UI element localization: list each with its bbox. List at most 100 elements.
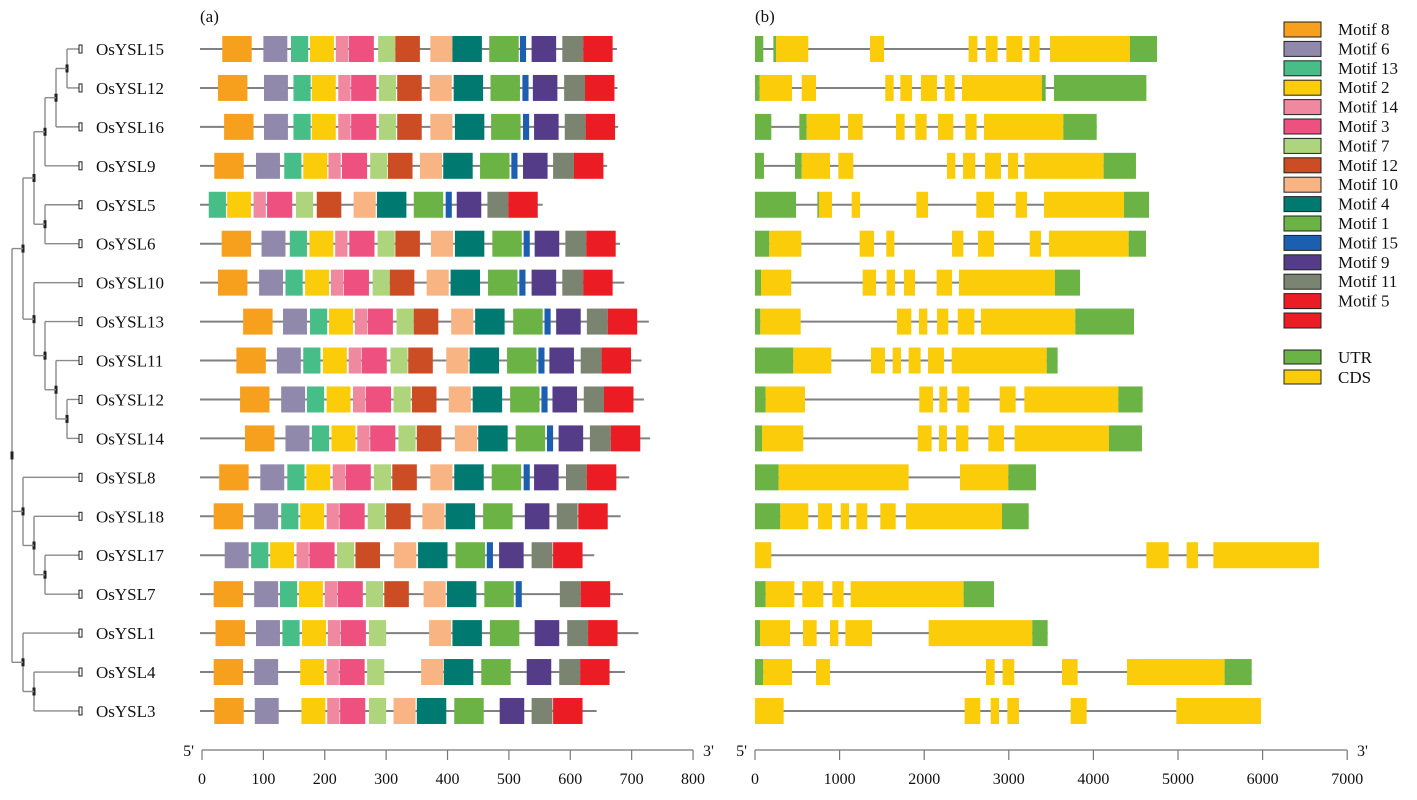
motif-box [215, 620, 245, 647]
cds-box [845, 620, 873, 647]
cds-box [870, 347, 886, 374]
gene-structure-row [755, 581, 994, 608]
motif-box [263, 113, 288, 140]
motif-box [263, 36, 288, 62]
motif-box [329, 308, 353, 335]
motif-box [301, 697, 326, 724]
cds-box [780, 503, 809, 530]
legend-label: UTR [1338, 348, 1373, 367]
cds-box [1007, 152, 1019, 179]
cds-box [850, 581, 964, 608]
motif-box [378, 36, 396, 62]
legend-label: Motif 13 [1338, 59, 1398, 78]
motif-box [386, 503, 411, 530]
motif-box [397, 74, 422, 101]
motif-box [519, 269, 526, 296]
axis-tick-label: 5000 [1162, 771, 1194, 788]
gene-label: OsYSL12 [96, 390, 164, 409]
motif-box [370, 425, 396, 452]
motif-box [610, 425, 641, 452]
motif-box [236, 347, 266, 374]
cds-box [769, 230, 802, 257]
axis-tick-label: 2000 [908, 771, 940, 788]
motif-box [331, 425, 356, 452]
motif-box [303, 347, 321, 374]
cds-box [900, 74, 913, 101]
motif-box [553, 542, 583, 569]
gene-structure-row [755, 74, 1147, 101]
legend-label: Motif 5 [1338, 292, 1389, 311]
motif-box [585, 113, 616, 140]
motif-box [546, 425, 554, 452]
motif-box [565, 464, 587, 491]
gene-structure-row [755, 659, 1252, 686]
motif-box [531, 697, 553, 724]
axis-tick-label: 1000 [824, 771, 856, 788]
motif-box [589, 425, 611, 452]
utr-box [1041, 74, 1046, 101]
axis-tick-label: 7000 [1331, 771, 1363, 788]
motif-box [377, 230, 395, 257]
gene-structure-row [755, 503, 1029, 530]
utr-box [755, 269, 762, 296]
legend-swatch [1283, 21, 1322, 38]
motif-box [394, 542, 417, 569]
motif-box [259, 269, 284, 296]
legend-label: Motif 9 [1338, 253, 1389, 272]
legend-label: Motif 7 [1338, 136, 1390, 155]
motif-box [353, 191, 376, 218]
motif-box [499, 542, 524, 569]
motif-box [549, 347, 574, 374]
motif-box [311, 74, 336, 101]
motif-box [227, 191, 252, 218]
motif-box [337, 542, 355, 569]
motif-box [284, 152, 302, 179]
tree-leaf-marker [78, 83, 83, 93]
tree-leaf-marker [78, 628, 83, 638]
tree-leaf-marker [78, 433, 83, 443]
cds-box [920, 74, 937, 101]
cds-box [886, 269, 896, 296]
motif-box [390, 347, 408, 374]
cds-box [1062, 659, 1078, 686]
motif-row [200, 620, 639, 647]
cds-box [1176, 697, 1261, 724]
three-prime-label: 3' [1357, 743, 1368, 760]
motif-box [559, 659, 581, 686]
motif-row [200, 542, 595, 569]
motif-row [200, 464, 630, 491]
utr-box [963, 581, 994, 608]
motif-box [492, 230, 522, 257]
cds-box [936, 269, 953, 296]
motif-box [475, 308, 505, 335]
motif-box [488, 269, 518, 296]
cds-box [892, 347, 902, 374]
motif-box [352, 386, 366, 413]
motif-box [421, 659, 444, 686]
tree-leaf-marker [78, 122, 83, 132]
gene-label: OsYSL14 [96, 429, 165, 448]
motif-box [430, 230, 454, 257]
cds-box [778, 464, 909, 491]
cds-box [936, 308, 949, 335]
motif-box [311, 425, 330, 452]
utr-box [1008, 464, 1036, 491]
motif-box [454, 113, 485, 140]
legend-swatch [1283, 349, 1322, 365]
motif-box [305, 269, 330, 296]
motif-box [583, 36, 613, 62]
motif-box [345, 464, 371, 491]
cds-box [793, 347, 832, 374]
motif-box [513, 308, 543, 335]
axis-tick-label: 6000 [1247, 771, 1279, 788]
tree-leaf-marker [78, 667, 83, 677]
motif-box [260, 464, 285, 491]
gene-label: OsYSL8 [96, 468, 156, 487]
motif-box [562, 269, 584, 296]
utr-box [1124, 191, 1149, 218]
cds-box [829, 620, 839, 647]
tree-leaf-marker [78, 161, 83, 171]
legend-swatch [1283, 273, 1322, 290]
